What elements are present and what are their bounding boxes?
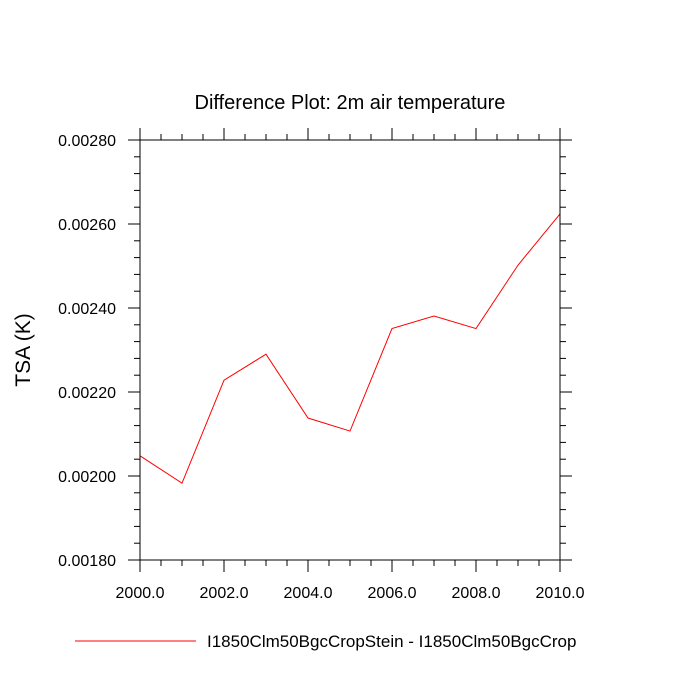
x-tick-label: 2008.0 [452, 585, 501, 602]
y-axis-label: TSA (K) [12, 313, 35, 387]
x-tick-label: 2010.0 [536, 585, 585, 602]
legend: I1850Clm50BgcCropStein - I1850Clm50BgcCr… [75, 632, 576, 651]
legend-label: I1850Clm50BgcCropStein - I1850Clm50BgcCr… [207, 632, 576, 651]
y-tick-label: 0.00280 [58, 133, 116, 150]
x-tick-label: 2006.0 [368, 585, 417, 602]
y-tick-label: 0.00240 [58, 301, 116, 318]
y-tick-label: 0.00220 [58, 385, 116, 402]
tick-labels: 2000.0 2002.0 2004.0 2006.0 2008.0 2010.0 0.00… [58, 133, 584, 602]
y-tick-label: 0.00260 [58, 217, 116, 234]
y-tick-label: 0.00180 [58, 553, 116, 570]
plot-frame [139, 139, 561, 561]
y-tick-label: 0.00200 [58, 469, 116, 486]
x-tick-label: 2002.0 [200, 585, 249, 602]
series-line-0 [139, 213, 561, 484]
chart-title: Difference Plot: 2m air temperature [195, 92, 506, 114]
axis-ticks [128, 128, 572, 572]
x-tick-label: 2000.0 [116, 585, 165, 602]
x-tick-label: 2004.0 [284, 585, 333, 602]
series-lines [139, 213, 561, 484]
